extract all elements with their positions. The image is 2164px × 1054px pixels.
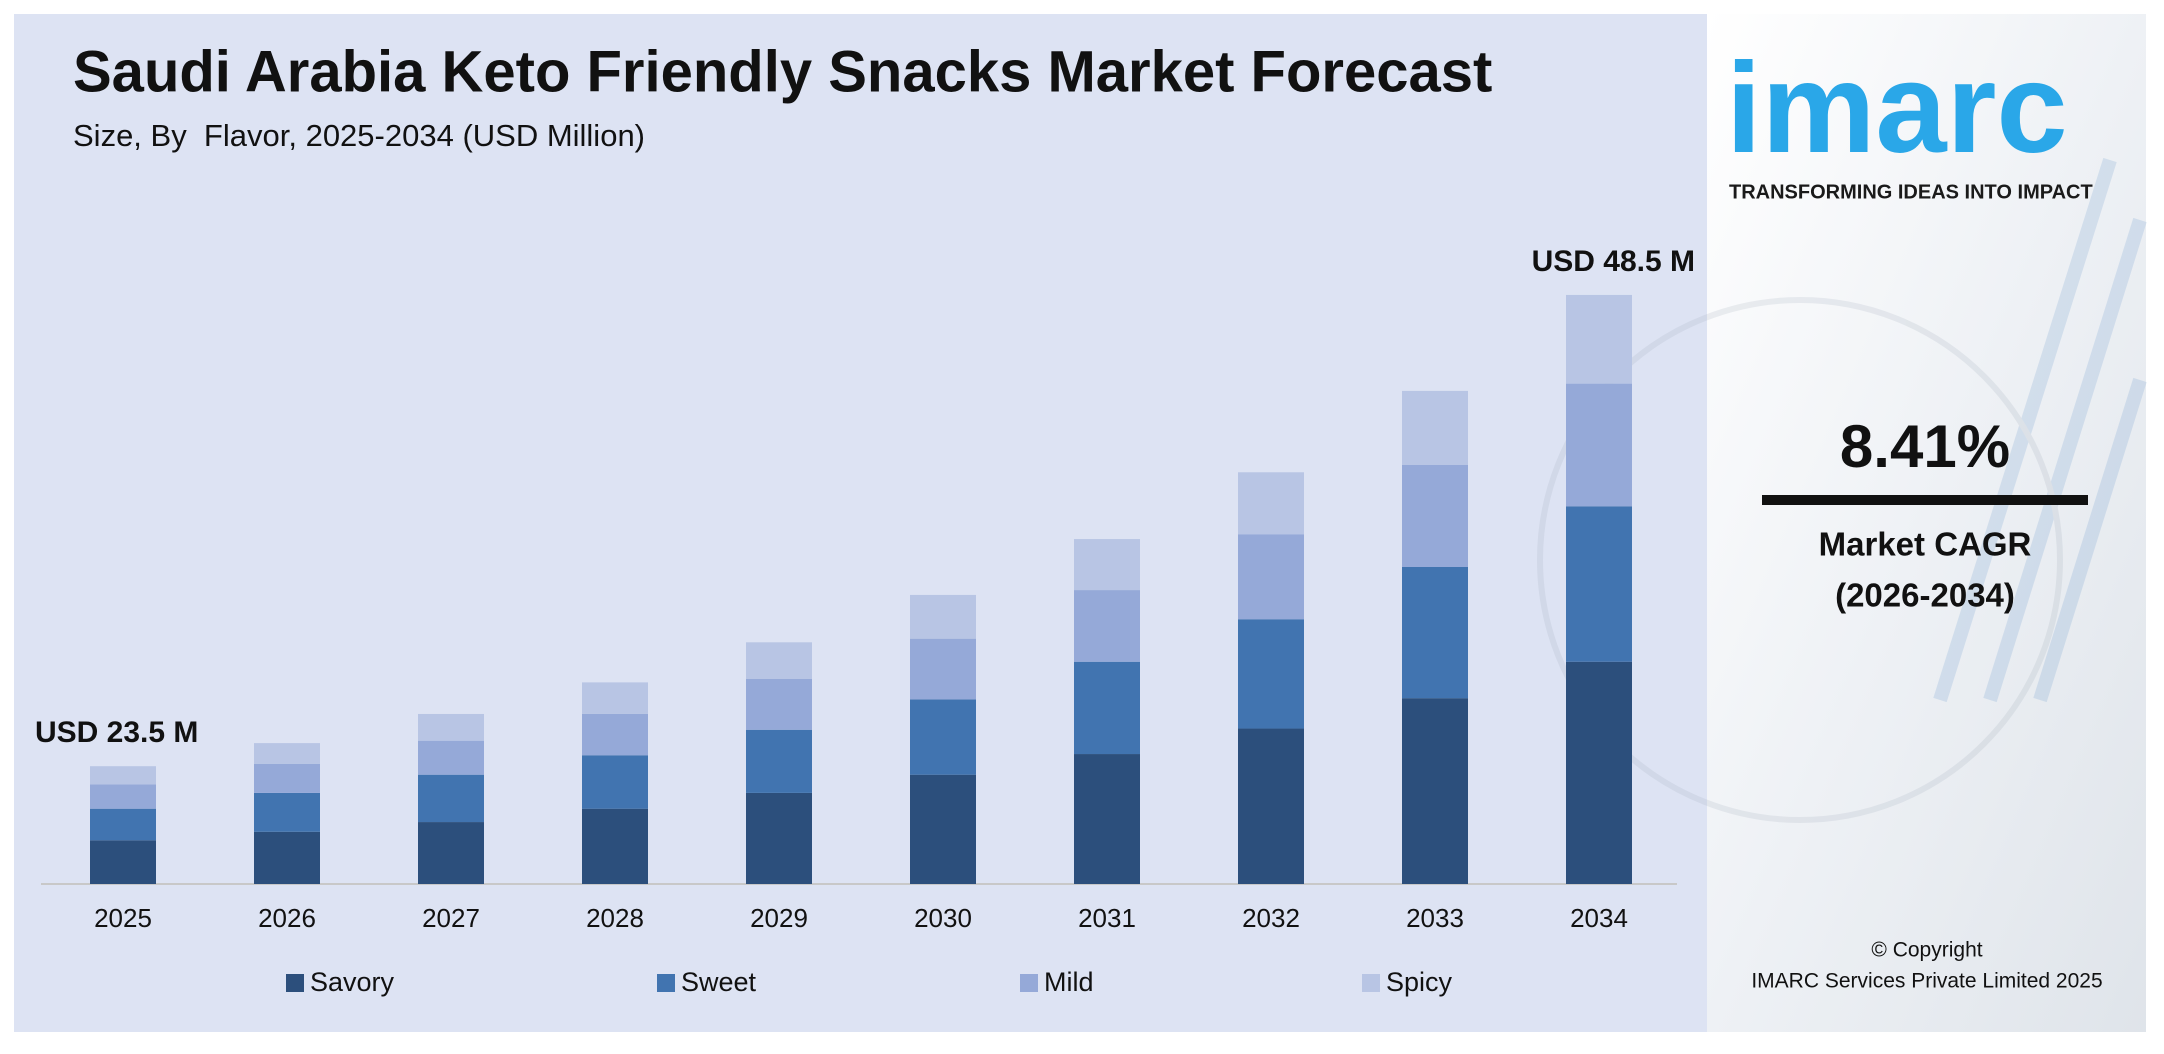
bar-segment bbox=[1238, 728, 1304, 884]
legend-swatch bbox=[1020, 974, 1038, 992]
bar-segment bbox=[746, 678, 812, 730]
kpi-value: 8.41% bbox=[1840, 413, 2010, 480]
x-tick-label: 2025 bbox=[94, 903, 152, 933]
x-tick-label: 2034 bbox=[1570, 903, 1628, 933]
bar-segment bbox=[1566, 383, 1632, 507]
legend-label: Mild bbox=[1044, 967, 1094, 997]
bar-segment bbox=[582, 808, 648, 884]
bar-segment bbox=[418, 740, 484, 775]
bar-segment bbox=[90, 840, 156, 884]
bar-segment bbox=[1074, 754, 1140, 884]
bar-segment bbox=[1402, 464, 1468, 568]
bar-segment bbox=[418, 713, 484, 741]
kpi-label: Market CAGR bbox=[1819, 526, 2032, 563]
bar-segment bbox=[746, 642, 812, 679]
bar-segment bbox=[1074, 539, 1140, 591]
bar-segment bbox=[910, 699, 976, 775]
bar-segment bbox=[1402, 698, 1468, 884]
company: IMARC Services Private Limited 2025 bbox=[1751, 970, 2102, 993]
bar-segment bbox=[254, 831, 320, 884]
legend-swatch bbox=[657, 974, 675, 992]
bar-segment bbox=[90, 766, 156, 785]
legend-label: Savory bbox=[310, 967, 395, 997]
x-tick-label: 2029 bbox=[750, 903, 808, 933]
kpi-period: (2026-2034) bbox=[1835, 577, 2015, 614]
x-tick-label: 2026 bbox=[258, 903, 316, 933]
legend-swatch bbox=[286, 974, 304, 992]
copyright: © Copyright bbox=[1871, 939, 1982, 962]
bar-segment bbox=[1074, 661, 1140, 755]
chart-subtitle: Size, By Flavor, 2025-2034 (USD Million) bbox=[73, 118, 645, 153]
x-tick-label: 2028 bbox=[586, 903, 644, 933]
legend-label: Spicy bbox=[1386, 967, 1453, 997]
chart-title: Saudi Arabia Keto Friendly Snacks Market… bbox=[73, 39, 1492, 104]
bar-segment bbox=[746, 729, 812, 793]
bar-segment bbox=[90, 784, 156, 809]
bar-segment bbox=[582, 682, 648, 714]
bar-segment bbox=[254, 743, 320, 764]
x-tick-label: 2032 bbox=[1242, 903, 1300, 933]
bar-segment bbox=[418, 822, 484, 884]
bar-segment bbox=[1238, 472, 1304, 535]
bar-segment bbox=[910, 774, 976, 884]
logo: imarc bbox=[1726, 37, 2068, 180]
total-annotation: USD 48.5 M bbox=[1532, 245, 1695, 278]
bar-segment bbox=[1566, 506, 1632, 662]
x-tick-label: 2033 bbox=[1406, 903, 1464, 933]
total-annotation: USD 23.5 M bbox=[35, 716, 198, 749]
legend-swatch bbox=[1362, 974, 1380, 992]
kpi-rule bbox=[1762, 495, 2088, 505]
bar-segment bbox=[1074, 590, 1140, 662]
bar-segment bbox=[254, 763, 320, 793]
bar-segment bbox=[90, 808, 156, 841]
bar-segment bbox=[254, 792, 320, 832]
bar-segment bbox=[582, 713, 648, 756]
x-tick-label: 2030 bbox=[914, 903, 972, 933]
bar-segment bbox=[1238, 619, 1304, 729]
bar-segment bbox=[1238, 534, 1304, 620]
bar-segment bbox=[910, 594, 976, 639]
bar-segment bbox=[582, 755, 648, 809]
x-tick-label: 2027 bbox=[422, 903, 480, 933]
side-panel bbox=[1707, 14, 2146, 1032]
bar-segment bbox=[910, 638, 976, 700]
bar-segment bbox=[1566, 294, 1632, 384]
side-decoration bbox=[1537, 157, 2147, 823]
tagline: TRANSFORMING IDEAS INTO IMPACT bbox=[1729, 181, 2093, 203]
bar-segment bbox=[1566, 661, 1632, 884]
bar-segment bbox=[746, 792, 812, 884]
bar-segment bbox=[1402, 390, 1468, 465]
bar-segment bbox=[1402, 567, 1468, 699]
bar-segment bbox=[418, 774, 484, 823]
legend-label: Sweet bbox=[681, 967, 757, 997]
x-tick-label: 2031 bbox=[1078, 903, 1136, 933]
